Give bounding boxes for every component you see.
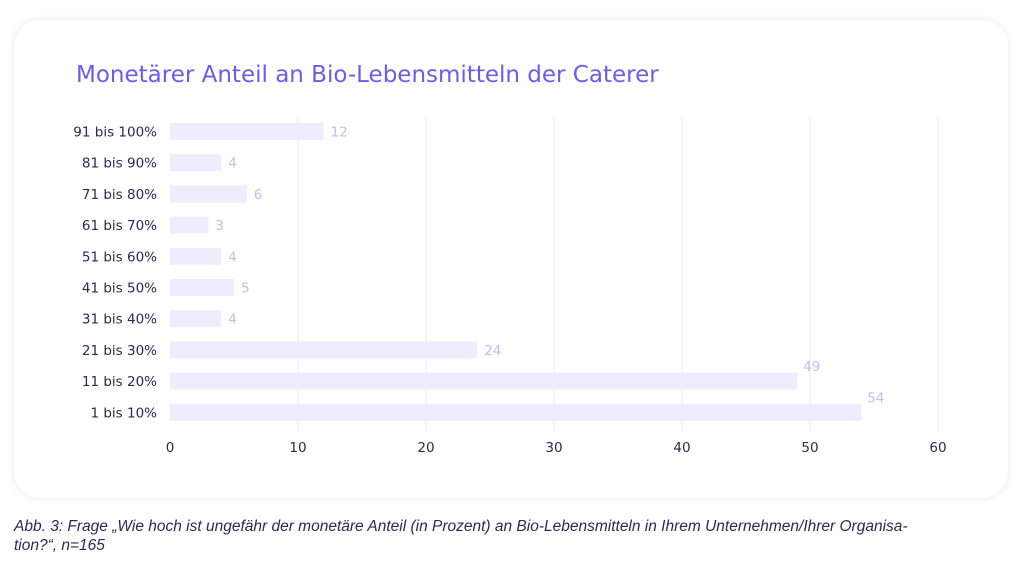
data-label: 6 <box>254 187 263 203</box>
data-label: 5 <box>241 281 250 297</box>
category-label: 11 bis 20% <box>82 374 157 390</box>
bar <box>170 123 324 140</box>
x-axis-ticks: 0 10 20 30 40 50 60 <box>166 440 947 456</box>
x-tick-label: 0 <box>166 440 175 456</box>
category-labels: 91 bis 100% 81 bis 90% 71 bis 80% 61 bis 70… <box>73 125 157 422</box>
x-tick-label: 10 <box>289 440 306 456</box>
category-label: 71 bis 80% <box>82 187 157 203</box>
category-label: 61 bis 70% <box>82 218 157 234</box>
x-tick-label: 20 <box>417 440 434 456</box>
bars <box>170 123 862 421</box>
data-label: 54 <box>867 390 884 406</box>
data-label: 24 <box>484 343 501 359</box>
data-label: 4 <box>228 312 237 328</box>
x-tick-label: 40 <box>673 440 690 456</box>
bar <box>170 185 247 203</box>
category-label: 91 bis 100% <box>73 125 157 141</box>
bar <box>170 310 222 328</box>
bar <box>170 216 209 234</box>
bar <box>170 372 798 390</box>
category-label: 41 bis 50% <box>82 281 157 297</box>
chart-title: Monetärer Anteil an Bio-Lebensmitteln de… <box>76 62 659 88</box>
bar <box>170 403 862 421</box>
chart-card: Monetärer Anteil an Bio-Lebensmitteln de… <box>14 20 1008 498</box>
x-tick-label: 50 <box>801 440 818 456</box>
bar <box>170 279 234 296</box>
category-label: 1 bis 10% <box>90 405 157 421</box>
grid-lines <box>297 118 939 432</box>
data-label: 4 <box>228 156 237 172</box>
x-tick-label: 60 <box>929 440 946 456</box>
data-label: 4 <box>228 249 237 265</box>
caption-line: tion?“, n=165 <box>14 537 105 554</box>
data-label: 49 <box>803 359 820 375</box>
bar <box>170 154 222 172</box>
figure-caption: Abb. 3: Frage „Wie hoch ist ungefähr der… <box>14 517 1004 555</box>
category-label: 81 bis 90% <box>82 156 157 172</box>
data-label: 12 <box>331 125 348 141</box>
category-label: 31 bis 40% <box>82 312 157 328</box>
category-label: 51 bis 60% <box>82 249 157 265</box>
caption-line: Abb. 3: Frage „Wie hoch ist ungefähr der… <box>14 518 908 535</box>
data-label: 3 <box>215 218 224 234</box>
category-label: 21 bis 30% <box>82 343 157 359</box>
bar <box>170 247 222 265</box>
bar-chart: 91 bis 100% 81 bis 90% 71 bis 80% 61 bis 70… <box>73 118 947 456</box>
x-tick-label: 30 <box>545 440 562 456</box>
bar <box>170 341 478 359</box>
